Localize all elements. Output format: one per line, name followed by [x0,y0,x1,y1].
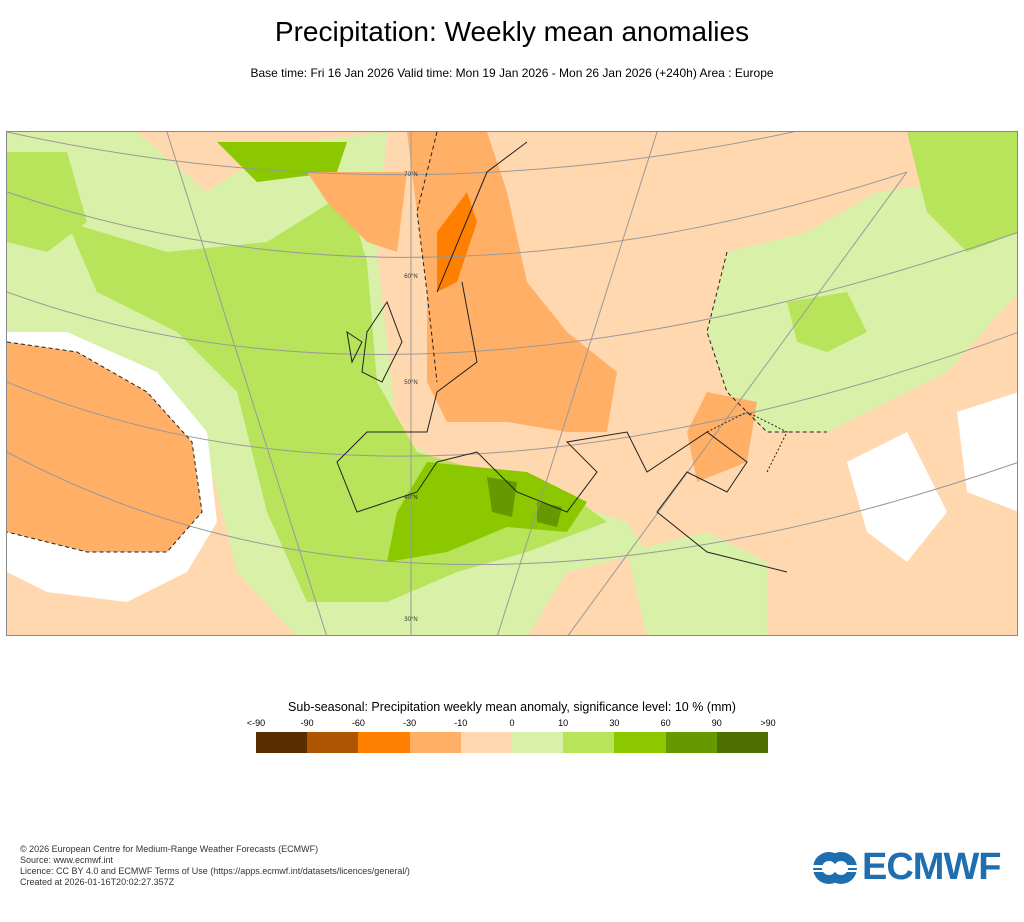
legend-swatch [358,732,410,753]
legend-tick: 30 [609,718,620,728]
anomaly-region [707,172,1017,432]
legend-tick: 60 [660,718,671,728]
anomaly-region [7,342,202,552]
ecmwf-logo: ECMWF [812,846,1002,889]
anomaly-region [7,152,87,252]
anomaly-region [847,392,1017,562]
licence: Licence: CC BY 4.0 and ECMWF Terms of Us… [20,866,410,876]
legend-title: Sub-seasonal: Precipitation weekly mean … [288,700,736,714]
lat-label-30: 30°N [404,617,417,623]
source: Source: www.ecmwf.int [20,855,114,865]
chart-subtitle: Base time: Fri 16 Jan 2026 Valid time: M… [250,66,774,80]
legend-swatch [307,732,359,753]
legend-swatch [665,732,717,753]
legend-swatch [460,732,512,753]
legend-ticks: <-90 -90 -60 -30 -10 0 10 30 60 90 >90 [247,718,776,730]
footer: © 2026 European Centre for Medium-Range … [20,844,410,888]
lat-label-70: 70°N [404,172,417,178]
ecmwf-logo-text: ECMWF [862,846,1002,888]
precipitation-anomaly-map: 70°N 60°N 50°N 40°N 30°N [6,131,1018,636]
lat-label-60: 60°N [404,274,417,280]
legend-tick: <-90 [246,718,266,728]
legend-swatch [511,732,564,753]
legend-swatch [256,732,308,753]
copyright: © 2026 European Centre for Medium-Range … [20,844,319,854]
anomaly-region [907,132,1017,252]
legend-swatch [716,732,768,753]
legend-tick: -10 [454,718,468,728]
legend-tick: -60 [351,718,365,728]
legend-tick: -30 [403,718,417,728]
lat-label-50: 50°N [404,380,417,386]
legend-tick: -90 [300,718,314,728]
legend-swatch [409,732,461,753]
anomaly-region [387,462,587,562]
anomaly-region [487,477,562,527]
anomaly-region [787,292,867,352]
color-legend [256,732,768,753]
ecmwf-logo-icon [812,851,858,884]
lat-label-40: 40°N [404,495,417,501]
legend-tick: 0 [509,718,515,728]
legend-tick: 90 [711,718,722,728]
legend-swatch [614,732,666,753]
legend-tick: 10 [558,718,569,728]
anomaly-region [687,392,757,482]
created-at: Created at 2026-01-16T20:02:27.357Z [20,877,175,887]
legend-tick: >90 [760,718,776,728]
chart-title: Precipitation: Weekly mean anomalies [274,16,750,47]
anomaly-region [307,172,407,252]
legend-swatch [563,732,615,753]
